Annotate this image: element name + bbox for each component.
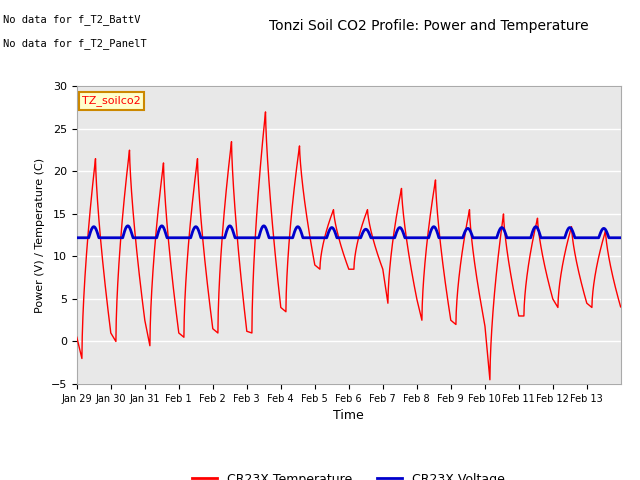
X-axis label: Time: Time bbox=[333, 409, 364, 422]
Text: TZ_soilco2: TZ_soilco2 bbox=[82, 96, 141, 106]
Text: No data for f_T2_PanelT: No data for f_T2_PanelT bbox=[3, 38, 147, 49]
Text: Tonzi Soil CO2 Profile: Power and Temperature: Tonzi Soil CO2 Profile: Power and Temper… bbox=[269, 19, 588, 33]
Legend: CR23X Temperature, CR23X Voltage: CR23X Temperature, CR23X Voltage bbox=[188, 468, 510, 480]
Y-axis label: Power (V) / Temperature (C): Power (V) / Temperature (C) bbox=[35, 157, 45, 313]
Text: No data for f_T2_BattV: No data for f_T2_BattV bbox=[3, 14, 141, 25]
